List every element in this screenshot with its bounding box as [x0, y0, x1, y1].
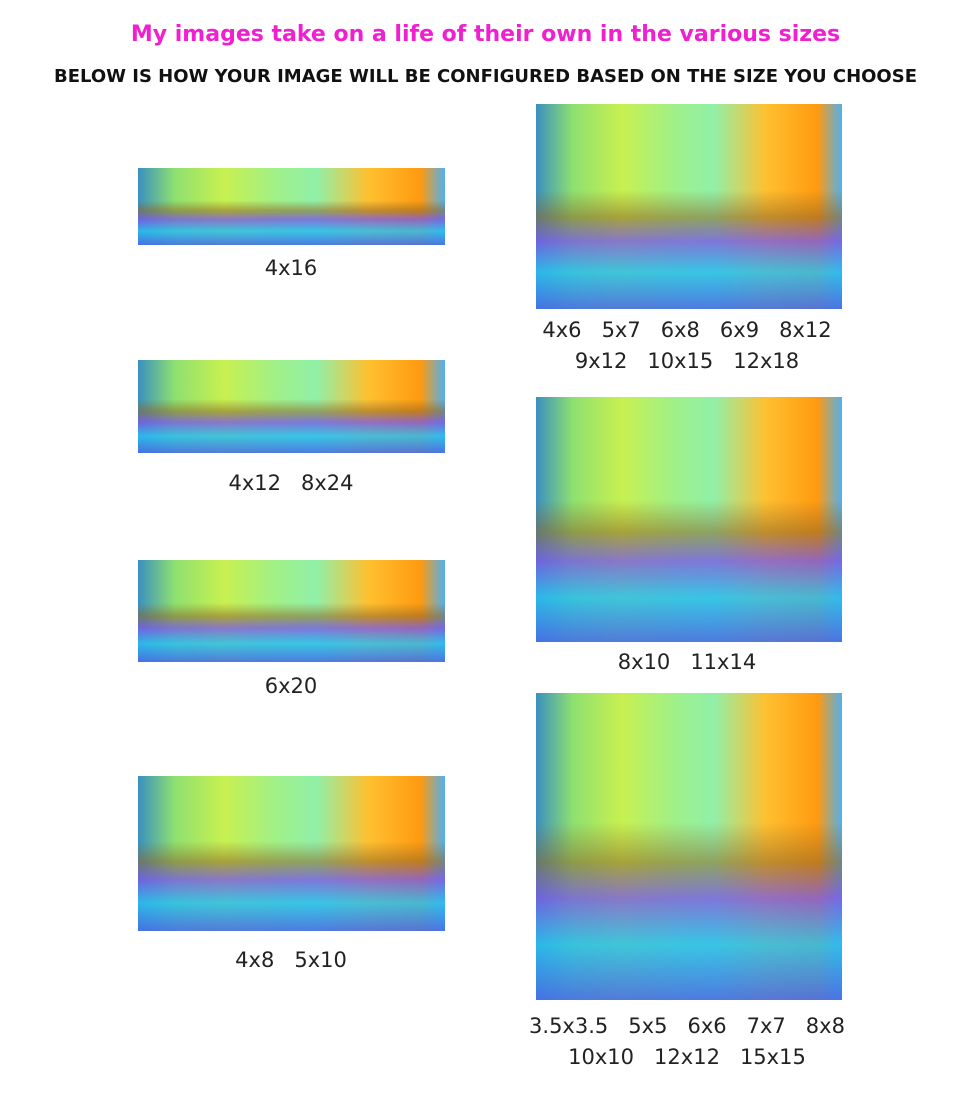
caption: 3.5x3.5 5x5 6x6 7x7 8x8: [529, 1014, 845, 1038]
caption: 8x10 11x14: [617, 650, 757, 674]
caption: 4x16: [264, 256, 318, 280]
image-preview: [536, 693, 842, 1000]
image-preview: [138, 776, 445, 931]
image-preview: [138, 360, 445, 453]
caption: 10x10 12x12 15x15: [568, 1045, 806, 1069]
caption: 4x6 5x7 6x8 6x9 8x12: [542, 318, 832, 342]
image-preview: [138, 560, 445, 662]
image-preview: [536, 397, 842, 642]
caption: 4x12 8x24: [228, 471, 354, 495]
subtitle: BELOW IS HOW YOUR IMAGE WILL BE CONFIGUR…: [53, 66, 917, 87]
image-preview: [138, 168, 445, 245]
caption: 6x20: [264, 674, 318, 698]
caption: 4x8 5x10: [235, 948, 347, 972]
image-preview: [536, 104, 842, 309]
caption: 9x12 10x15 12x18: [574, 349, 800, 373]
title: My images take on a life of their own in…: [130, 22, 841, 47]
